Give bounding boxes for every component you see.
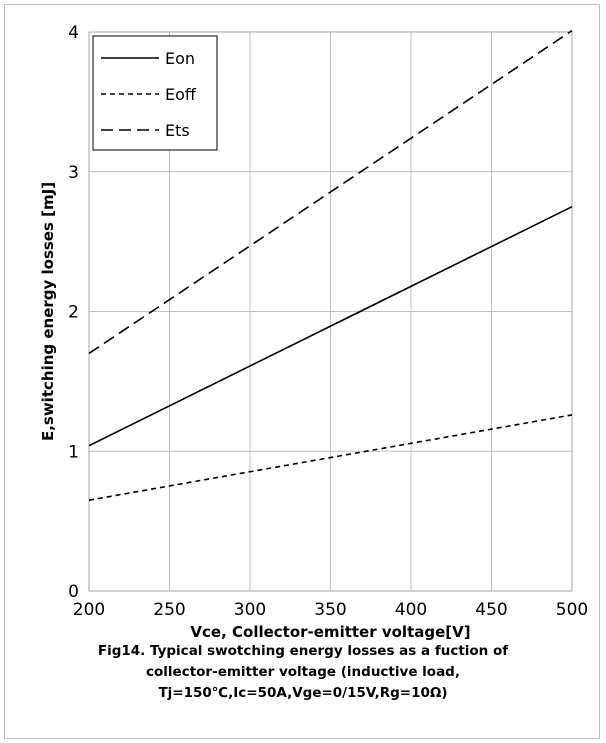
series-line-ets (88, 29, 573, 355)
figure-frame: 200 250 300 350 400 450 500 0 1 2 3 4 Vce, Collecto… (4, 4, 600, 739)
caption-line-2: collector-emitter voltage (inductive loa… (146, 664, 460, 680)
series-line-eoff (88, 414, 573, 501)
y-tick-label: 2 (68, 303, 79, 323)
y-axis-title: E,switching energy losses [mJ] (39, 182, 57, 441)
x-tick-label: 500 (556, 600, 588, 620)
y-tick-label: 1 (68, 442, 79, 462)
legend: Eon Eoff Ets (92, 35, 218, 151)
plot-frame (88, 31, 573, 592)
y-tick-label: 3 (68, 163, 79, 183)
x-tick-label: 300 (234, 600, 266, 620)
legend-label-eoff: Eoff (165, 85, 197, 104)
y-tick-label: 4 (68, 23, 79, 43)
legend-label-eon: Eon (165, 49, 195, 68)
x-tick-label: 200 (73, 600, 105, 620)
x-tick-label: 350 (314, 600, 346, 620)
x-tick-label: 250 (153, 600, 185, 620)
caption-line-1: Fig14. Typical swotching energy losses a… (97, 643, 509, 659)
x-tick-label: 450 (475, 600, 507, 620)
x-tick-label: 400 (395, 600, 427, 620)
tick-labels: 200 250 300 350 400 450 500 0 1 2 3 4 (68, 23, 588, 620)
legend-box (92, 35, 218, 151)
series-layer (88, 29, 573, 501)
x-axis-title: Vce, Collector-emitter voltage[V] (190, 623, 470, 641)
series-line-eon (88, 205, 573, 447)
legend-label-ets: Ets (165, 121, 190, 140)
chart: 200 250 300 350 400 450 500 0 1 2 3 4 Vce, Collecto… (39, 23, 588, 641)
y-tick-label: 0 (68, 582, 79, 602)
caption-line-3: Tj=150℃,Ic=50A,Vge=0/15V,Rg=10Ω) (158, 685, 448, 701)
